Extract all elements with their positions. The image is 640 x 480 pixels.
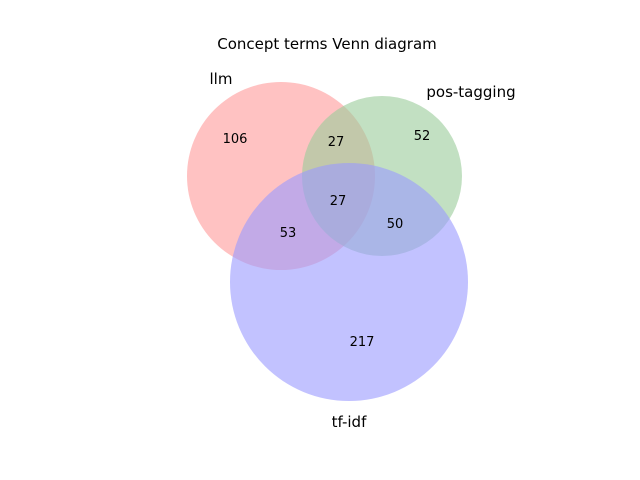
- region-count-llm-pos: 27: [328, 135, 345, 150]
- set-label-pos-tagging: pos-tagging: [426, 83, 515, 101]
- region-count-llm-only: 106: [223, 132, 248, 147]
- set-label-llm: llm: [210, 70, 233, 88]
- region-count-pos-tfidf: 50: [387, 217, 404, 232]
- region-count-tfidf-only: 217: [350, 335, 375, 350]
- region-count-pos-only: 52: [414, 129, 431, 144]
- set-label-tf-idf: tf-idf: [332, 413, 367, 431]
- venn-circle-tfidf: [230, 163, 468, 401]
- diagram-title: Concept terms Venn diagram: [217, 35, 437, 53]
- region-count-all: 27: [330, 194, 347, 209]
- venn-circles: [187, 82, 468, 401]
- region-count-llm-tfidf: 53: [280, 226, 297, 241]
